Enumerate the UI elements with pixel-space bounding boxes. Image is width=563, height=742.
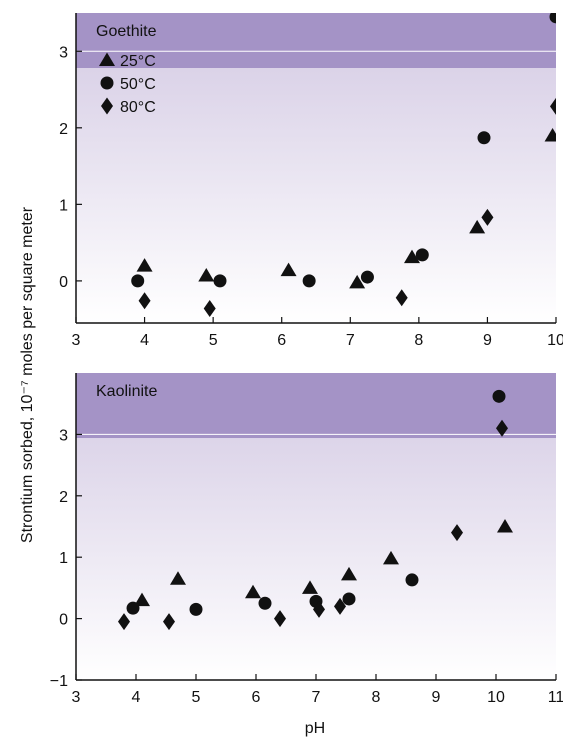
x-tick-label: 8 xyxy=(414,332,423,349)
data-point-triangle xyxy=(302,580,318,594)
x-tick-label: 6 xyxy=(252,689,261,706)
data-point-circle xyxy=(405,573,419,587)
y-tick-label: 3 xyxy=(59,427,68,444)
data-point-diamond xyxy=(451,524,463,542)
data-point-triangle xyxy=(198,268,215,282)
plot-band xyxy=(76,13,556,68)
data-point-triangle xyxy=(280,262,297,277)
data-point-triangle xyxy=(170,571,186,585)
x-tick-label: 6 xyxy=(277,332,286,349)
x-tick-label: 7 xyxy=(346,332,355,349)
y-tick-label: 2 xyxy=(59,121,68,138)
data-point-circle xyxy=(549,13,556,24)
data-point-diamond xyxy=(334,597,346,615)
data-point-circle xyxy=(415,248,429,262)
data-point-circle xyxy=(360,270,374,284)
data-point-circle xyxy=(302,274,316,288)
x-tick-label: 10 xyxy=(487,689,505,706)
panel-title: Kaolinite xyxy=(96,383,157,400)
y-tick-label: 3 xyxy=(59,44,68,61)
y-tick-label: 1 xyxy=(59,550,68,567)
data-point-diamond xyxy=(203,299,216,317)
y-tick-label: 0 xyxy=(59,274,68,291)
data-point-diamond xyxy=(274,610,286,628)
data-point-diamond xyxy=(395,289,408,307)
data-point-triangle xyxy=(544,127,556,142)
y-tick-label: 0 xyxy=(59,612,68,629)
legend-label: 25°C xyxy=(120,53,156,70)
y-tick-label: −1 xyxy=(50,673,68,690)
data-point-circle xyxy=(126,601,140,615)
legend-label: 50°C xyxy=(120,76,156,93)
x-tick-label: 9 xyxy=(483,332,492,349)
data-point-circle xyxy=(131,274,145,288)
legend-label: 80°C xyxy=(120,99,156,116)
x-tick-label: 5 xyxy=(192,689,201,706)
data-point-circle xyxy=(492,389,506,403)
data-point-triangle xyxy=(245,584,261,599)
x-tick-label: 3 xyxy=(72,689,81,706)
data-point-circle xyxy=(189,602,203,616)
data-point-triangle xyxy=(497,519,513,533)
x-tick-label: 5 xyxy=(209,332,218,349)
data-point-circle xyxy=(342,592,356,606)
y-tick-label: 1 xyxy=(59,197,68,214)
data-point-triangle xyxy=(134,592,150,607)
data-point-triangle xyxy=(469,219,486,234)
x-tick-label: 3 xyxy=(72,332,81,349)
data-point-diamond xyxy=(118,613,130,631)
data-point-triangle xyxy=(136,258,153,272)
panel-title: Goethite xyxy=(96,23,157,40)
goethite-panel: 0 1 2 3 3 4 5 6 7 8 9 10 Goethite 25°C 50°C 80°C xyxy=(59,13,563,349)
x-tick-label: 4 xyxy=(140,332,149,349)
x-tick-label: 8 xyxy=(372,689,381,706)
plot-band xyxy=(76,373,556,438)
shared-xlabel: pH xyxy=(305,720,325,737)
data-point-triangle xyxy=(404,249,420,264)
data-point-diamond xyxy=(138,292,151,310)
data-point-circle xyxy=(477,131,491,145)
data-point-circle xyxy=(258,596,272,610)
x-tick-label: 7 xyxy=(312,689,321,706)
x-tick-label: 9 xyxy=(432,689,441,706)
data-point-triangle xyxy=(383,550,399,565)
legend-marker xyxy=(99,52,115,66)
data-point-diamond xyxy=(550,97,556,115)
data-point-triangle xyxy=(341,566,357,581)
data-point-circle xyxy=(213,274,227,288)
legend-marker xyxy=(101,97,113,115)
data-point-diamond xyxy=(313,600,325,618)
data-point-diamond xyxy=(496,419,508,437)
data-point-diamond xyxy=(163,613,175,631)
shared-ylabel: Strontium sorbed, 10⁻⁷ moles per square … xyxy=(19,206,36,543)
x-tick-label: 11 xyxy=(548,689,563,706)
x-tick-label: 10 xyxy=(547,332,563,349)
data-point-diamond xyxy=(481,208,494,226)
y-tick-label: 2 xyxy=(59,489,68,506)
data-point-triangle xyxy=(349,274,366,289)
kaolinite-panel: −1 0 1 2 3 3 4 5 6 7 8 9 10 11 Kaolinite xyxy=(50,373,563,706)
x-tick-label: 4 xyxy=(132,689,141,706)
legend-marker xyxy=(100,76,114,90)
